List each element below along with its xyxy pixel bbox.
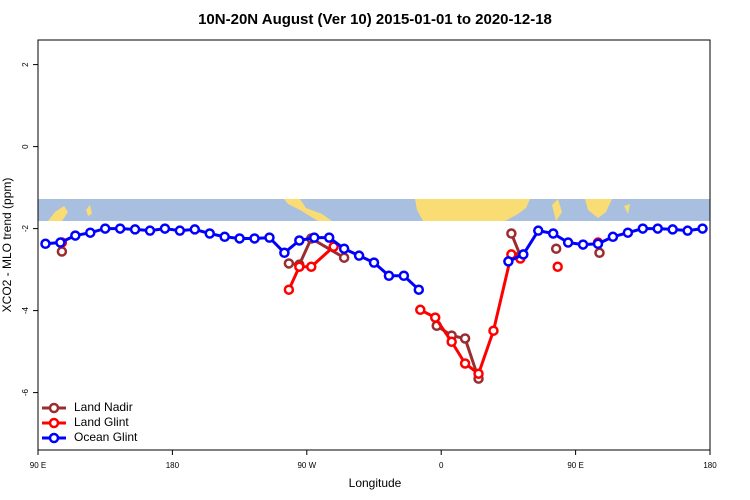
y-tick-label: 2 — [21, 62, 30, 67]
point — [309, 232, 320, 243]
point — [652, 223, 663, 234]
x-tick-label: 180 — [703, 461, 717, 470]
point — [550, 243, 562, 254]
point — [429, 312, 441, 323]
point — [55, 237, 66, 248]
x-axis-label: Longitude — [349, 476, 402, 490]
point — [219, 231, 230, 243]
point — [506, 228, 517, 239]
point — [592, 238, 604, 250]
point — [413, 284, 425, 295]
point — [70, 230, 81, 241]
point — [473, 368, 484, 379]
point — [159, 223, 171, 234]
point — [415, 304, 426, 316]
point — [323, 232, 335, 243]
point — [368, 257, 380, 268]
y-tick-label: -2 — [21, 224, 30, 232]
point — [204, 228, 215, 239]
point — [446, 336, 457, 348]
point — [488, 325, 499, 336]
point — [459, 333, 471, 344]
series-line — [289, 243, 598, 374]
point — [383, 270, 395, 281]
point — [56, 246, 68, 257]
point — [398, 270, 410, 281]
point — [114, 223, 126, 234]
point — [264, 232, 275, 243]
point — [697, 223, 708, 234]
legend-marker — [48, 432, 60, 444]
point — [622, 227, 634, 238]
point — [99, 223, 111, 234]
legend-marker — [48, 402, 60, 414]
x-tick-label: 90 E — [567, 461, 583, 470]
legend-label: Ocean Glint — [74, 430, 138, 444]
series-line — [289, 234, 600, 379]
point — [144, 225, 156, 236]
point — [279, 247, 290, 259]
y-tick-label: -4 — [21, 306, 30, 314]
point — [85, 227, 96, 238]
point — [667, 224, 678, 235]
point — [129, 224, 141, 235]
y-axis-label: XCO2 - MLO trend (ppm) — [0, 178, 14, 313]
chart-title: 10N-20N August (Ver 10) 2015-01-01 to 20… — [198, 11, 552, 28]
x-tick-label: 180 — [166, 461, 180, 470]
point — [594, 247, 605, 259]
map-strip — [38, 199, 710, 221]
x-tick-label: 90 E — [30, 461, 46, 470]
legend-marker — [48, 417, 60, 429]
point — [283, 258, 295, 269]
point — [353, 250, 365, 261]
point — [503, 256, 514, 267]
point — [234, 233, 245, 244]
point — [577, 239, 589, 250]
point — [533, 225, 544, 236]
point — [547, 228, 559, 239]
x-tick-label: 90 W — [297, 461, 316, 470]
point — [189, 224, 201, 235]
point — [518, 249, 529, 260]
point — [607, 231, 619, 243]
point — [338, 243, 350, 254]
point — [338, 252, 350, 263]
legend-label: Land Glint — [74, 415, 129, 429]
point — [682, 225, 693, 236]
y-tick-label: 0 — [21, 144, 30, 149]
y-tick-label: -6 — [21, 388, 30, 396]
point — [40, 238, 51, 250]
point — [174, 225, 186, 236]
point — [294, 235, 305, 246]
point — [459, 358, 471, 369]
point — [294, 261, 305, 272]
legend-label: Land Nadir — [74, 400, 133, 414]
point — [552, 261, 563, 272]
plot-frame — [37, 39, 711, 451]
point — [306, 261, 317, 272]
x-tick-label: 0 — [439, 461, 444, 470]
point — [283, 284, 295, 295]
point — [562, 237, 574, 248]
point — [637, 223, 649, 234]
point — [249, 233, 260, 244]
